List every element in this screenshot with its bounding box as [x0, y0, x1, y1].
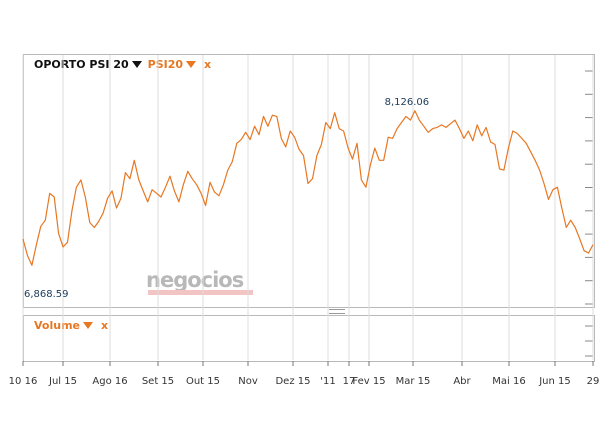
series-dropdown-icon[interactable]: [186, 61, 197, 68]
volume-header: Volume x: [34, 318, 108, 333]
watermark-bar: [148, 290, 253, 295]
series-label[interactable]: PSI20: [147, 58, 184, 71]
watermark-logo: negocios: [146, 268, 244, 292]
x-tick-label: Jul 15: [48, 376, 77, 387]
min-value-label: 6,868.59: [24, 289, 69, 300]
x-tick-label: Abr: [453, 376, 471, 387]
psi20-price-line: [22, 110, 594, 266]
x-tick-label: Out 15: [186, 376, 220, 387]
x-tick-label: 10 16: [9, 376, 38, 387]
x-tick-label: 17: [343, 376, 356, 387]
x-tick-label: Dez 15: [275, 376, 310, 387]
x-tick-label: 29: [587, 376, 600, 387]
index-selector[interactable]: OPORTO PSI 20: [34, 58, 129, 71]
x-tick-label: Mar 15: [396, 376, 431, 387]
x-tick-label: Fev 15: [352, 376, 385, 387]
x-tick-label: Set 15: [142, 376, 174, 387]
chart-header: OPORTO PSI 20 PSI20 x: [34, 57, 211, 72]
x-tick-label: Nov: [238, 376, 258, 387]
max-value-label: 8,126.06: [385, 97, 430, 108]
volume-label[interactable]: Volume: [34, 319, 80, 332]
volume-panel: [23, 315, 595, 362]
index-dropdown-icon[interactable]: [131, 61, 142, 68]
remove-volume-icon[interactable]: x: [101, 319, 109, 332]
x-tick-label: Ago 16: [92, 376, 127, 387]
price-chart-panel: [23, 54, 595, 308]
x-tick-label: '11: [320, 376, 335, 387]
x-tick-label: Jun 15: [538, 376, 571, 387]
panel-resize-handle[interactable]: [329, 309, 345, 314]
x-tick-label: Mai 16: [492, 376, 525, 387]
remove-series-icon[interactable]: x: [204, 58, 212, 71]
volume-dropdown-icon[interactable]: [83, 322, 93, 329]
